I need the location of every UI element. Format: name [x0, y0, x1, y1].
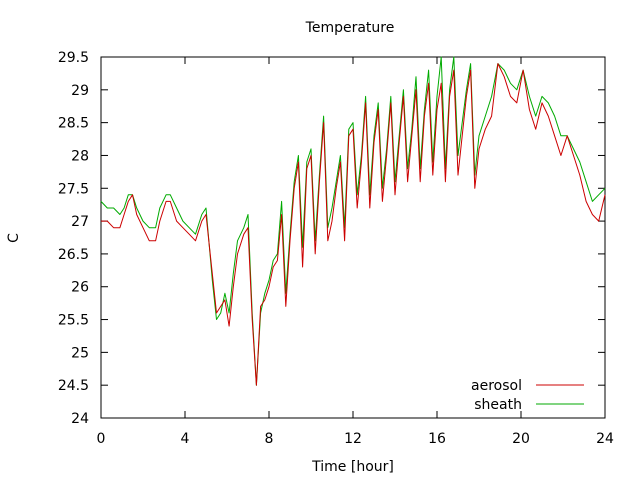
- y-tick-label: 24.5: [58, 378, 89, 394]
- x-tick-label: 8: [265, 431, 274, 447]
- plot-frame: [100, 56, 606, 419]
- y-tick-label: 29.5: [58, 50, 89, 66]
- y-tick-label: 25: [71, 345, 89, 361]
- x-tick-label: 0: [97, 431, 106, 447]
- series-line-aerosol: [101, 63, 606, 386]
- y-tick-label: 26.5: [58, 247, 89, 263]
- y-tick-label: 25.5: [58, 313, 89, 329]
- chart-title: Temperature: [305, 20, 395, 36]
- y-tick-label: 24: [71, 411, 89, 427]
- x-tick-label: 4: [181, 431, 190, 447]
- y-tick-label: 27: [71, 214, 89, 230]
- x-axis: 0 4 8 12 16 20 24: [97, 57, 614, 447]
- x-tick-label: 12: [344, 431, 362, 447]
- y-tick-label: 29: [71, 83, 89, 99]
- legend: aerosol sheath: [471, 378, 584, 413]
- y-tick-label: 27.5: [58, 181, 89, 197]
- legend-label-aerosol: aerosol: [471, 378, 522, 394]
- y-tick-label: 26: [71, 280, 89, 296]
- x-tick-label: 24: [596, 431, 614, 447]
- y-axis: 24 24.5 25 25.5 26 26.5 27 27.5 28 28.5 29 29.5: [58, 50, 605, 427]
- y-axis-label: C: [6, 233, 22, 243]
- x-tick-label: 20: [512, 431, 530, 447]
- x-axis-label: Time [hour]: [311, 459, 394, 475]
- series-layer: [100, 56, 606, 386]
- y-tick-label: 28: [71, 148, 89, 164]
- legend-label-sheath: sheath: [474, 397, 522, 413]
- x-tick-label: 16: [428, 431, 446, 447]
- y-tick-label: 28.5: [58, 116, 89, 132]
